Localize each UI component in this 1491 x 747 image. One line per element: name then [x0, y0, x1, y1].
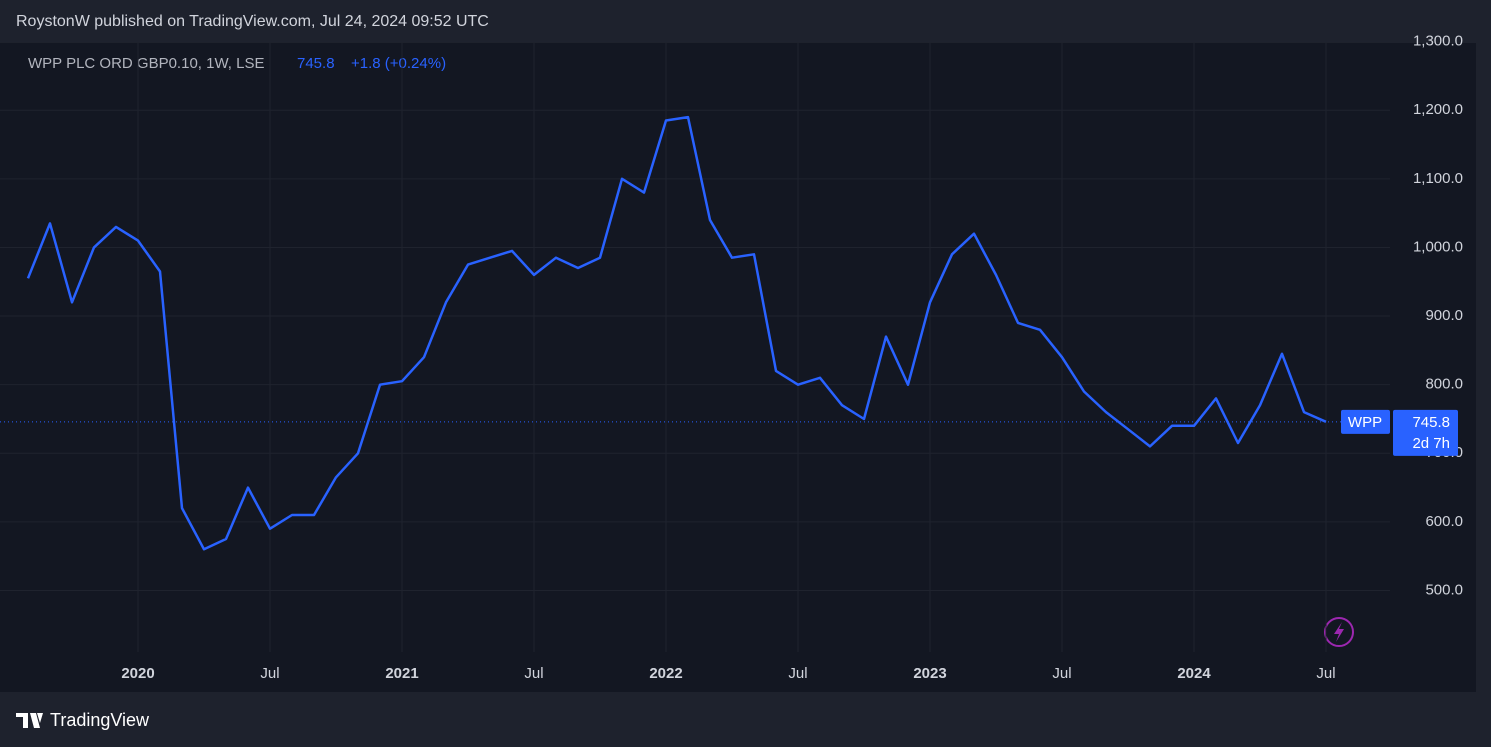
x-tick-label: Jul	[260, 665, 279, 682]
y-tick-label: 1,000.0	[1413, 238, 1463, 255]
y-tick-label: 1,200.0	[1413, 101, 1463, 118]
x-tick-label: 2021	[385, 665, 418, 682]
x-tick-label: Jul	[524, 665, 543, 682]
series-label: WPP	[1348, 414, 1382, 431]
publisher-line: RoystonW published on TradingView.com, J…	[16, 13, 489, 30]
brand: TradingView	[50, 710, 150, 730]
y-tick-label: 800.0	[1425, 376, 1463, 393]
series	[26, 115, 1327, 551]
price-line	[26, 115, 1327, 551]
brand-logo	[16, 713, 43, 728]
x-tick-label: 2020	[121, 665, 154, 682]
y-tick-label: 900.0	[1425, 307, 1463, 324]
price-label: 745.8	[1412, 414, 1450, 431]
y-tick-label: 1,300.0	[1413, 33, 1463, 50]
x-tick-label: 2024	[1177, 665, 1211, 682]
x-tick-label: Jul	[788, 665, 807, 682]
header-price: 745.8	[297, 55, 335, 72]
symbol: WPP PLC ORD GBP0.10, 1W, LSE	[28, 55, 264, 72]
grid	[0, 41, 1390, 652]
countdown: 2d 7h	[1412, 435, 1450, 452]
y-tick-label: 500.0	[1425, 581, 1463, 598]
plot-area	[0, 43, 1476, 692]
x-tick-label: Jul	[1316, 665, 1335, 682]
series-label-box	[1341, 409, 1390, 434]
header-change: +1.8 (+0.24%)	[351, 55, 446, 72]
y-tick-label: 1,100.0	[1413, 170, 1463, 187]
y-tick-label: 600.0	[1425, 513, 1463, 530]
x-tick-label: Jul	[1052, 665, 1071, 682]
bolt-icon	[1324, 617, 1354, 647]
x-tick-label: 2022	[649, 665, 682, 682]
x-tick-label: 2023	[913, 665, 946, 682]
price-label-box	[1393, 409, 1458, 456]
